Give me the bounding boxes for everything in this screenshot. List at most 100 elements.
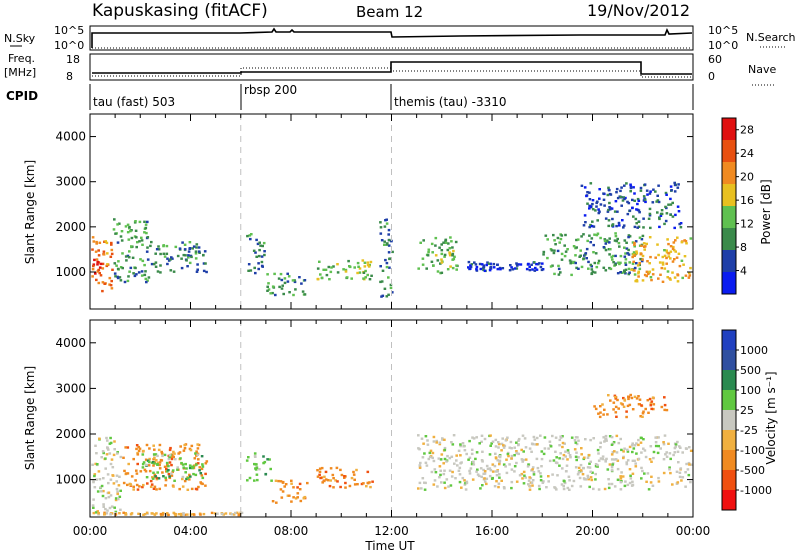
heatmap-cell bbox=[195, 243, 199, 246]
heatmap-cell bbox=[141, 259, 145, 263]
heatmap-cell bbox=[621, 219, 624, 222]
heatmap-cell bbox=[194, 487, 198, 491]
heatmap-cell bbox=[522, 470, 526, 474]
heatmap-cell bbox=[557, 267, 561, 271]
heatmap-cell bbox=[152, 464, 155, 467]
heatmap-cell bbox=[318, 467, 322, 470]
heatmap-cell bbox=[646, 260, 649, 263]
heatmap-cell bbox=[126, 483, 129, 487]
heatmap-cell bbox=[134, 229, 138, 232]
heatmap-cell bbox=[471, 478, 475, 481]
heatmap-cell bbox=[459, 454, 462, 457]
heatmap-cell bbox=[679, 467, 683, 470]
heatmap-cell bbox=[96, 510, 99, 513]
heatmap-cell bbox=[577, 466, 581, 470]
heatmap-cell bbox=[584, 438, 587, 441]
heatmap-cell bbox=[266, 458, 269, 461]
heatmap-cell bbox=[586, 476, 590, 479]
heatmap-cell bbox=[555, 456, 558, 459]
heatmap-cell bbox=[451, 443, 455, 446]
y-tick-label: 3000 bbox=[55, 381, 86, 395]
heatmap-cell bbox=[253, 479, 256, 482]
heatmap-cell bbox=[143, 468, 147, 471]
heatmap-cell bbox=[583, 456, 586, 459]
heatmap-cell bbox=[164, 476, 167, 479]
heatmap-cell bbox=[434, 244, 437, 247]
station-title: Kapuskasing (fitACF) bbox=[92, 1, 268, 21]
heatmap-cell bbox=[616, 478, 620, 481]
heatmap-cell bbox=[439, 458, 443, 461]
heatmap-cell bbox=[222, 513, 225, 516]
heatmap-cell bbox=[623, 246, 626, 249]
heatmap-cell bbox=[486, 261, 489, 264]
heatmap-cell bbox=[118, 475, 121, 478]
heatmap-cell bbox=[420, 487, 423, 490]
heatmap-cell bbox=[460, 486, 463, 489]
heatmap-cell bbox=[144, 277, 148, 281]
heatmap-cell bbox=[385, 295, 389, 298]
heatmap-cell bbox=[510, 266, 513, 269]
heatmap-cell bbox=[380, 280, 384, 283]
heatmap-cell bbox=[652, 450, 656, 454]
heatmap-cell bbox=[487, 262, 491, 265]
heatmap-cell bbox=[443, 253, 447, 257]
heatmap-cell bbox=[623, 255, 627, 258]
heatmap-cell bbox=[594, 472, 597, 476]
heatmap-cell bbox=[631, 480, 634, 483]
heatmap-cell bbox=[182, 449, 186, 452]
heatmap-cell bbox=[566, 458, 569, 461]
heatmap-cell bbox=[558, 464, 561, 467]
heatmap-cell bbox=[631, 241, 635, 244]
heatmap-cell bbox=[158, 467, 162, 470]
heatmap-cell bbox=[183, 447, 187, 450]
x-tick-label: 00:00 bbox=[676, 524, 711, 538]
heatmap-cell bbox=[506, 436, 509, 439]
heatmap-cell bbox=[636, 226, 639, 229]
heatmap-cell bbox=[661, 280, 665, 283]
heatmap-cell bbox=[154, 453, 158, 456]
heatmap-cell bbox=[145, 476, 149, 479]
heatmap-cell bbox=[665, 251, 669, 254]
y-tick-label: 2000 bbox=[55, 220, 86, 234]
heatmap-cell bbox=[449, 236, 452, 239]
heatmap-cell bbox=[185, 467, 188, 470]
heatmap-cell bbox=[526, 465, 530, 468]
heatmap-cell bbox=[118, 276, 122, 279]
heatmap-cell bbox=[631, 483, 635, 487]
heatmap-cell bbox=[474, 263, 478, 266]
heatmap-cell bbox=[156, 471, 159, 474]
heatmap-cell bbox=[615, 224, 618, 228]
heatmap-cell bbox=[475, 269, 479, 272]
heatmap-cell bbox=[644, 455, 648, 459]
heatmap-cell bbox=[622, 405, 626, 408]
heatmap-cell bbox=[482, 266, 486, 269]
heatmap-cell bbox=[614, 200, 618, 203]
heatmap-cell bbox=[160, 459, 164, 462]
heatmap-cell bbox=[353, 478, 356, 481]
heatmap-cell bbox=[651, 484, 655, 487]
heatmap-cell bbox=[611, 223, 615, 226]
heatmap-cell bbox=[427, 248, 431, 251]
heatmap-cell bbox=[348, 484, 352, 488]
heatmap-cell bbox=[637, 275, 640, 278]
heatmap-cell bbox=[597, 412, 600, 415]
heatmap-cell bbox=[381, 269, 385, 272]
heatmap-cell bbox=[104, 457, 107, 460]
heatmap-cell bbox=[556, 236, 560, 240]
heatmap-cell bbox=[655, 200, 658, 203]
heatmap-cell bbox=[274, 293, 277, 297]
heatmap-cell bbox=[171, 470, 174, 474]
heatmap-cell bbox=[156, 270, 160, 273]
heatmap-cell bbox=[548, 440, 552, 443]
heatmap-cell bbox=[151, 512, 154, 515]
heatmap-cell bbox=[604, 217, 608, 220]
heatmap-cell bbox=[447, 242, 450, 245]
heatmap-cell bbox=[153, 456, 156, 460]
heatmap-cell bbox=[108, 506, 112, 510]
heatmap-cell bbox=[197, 458, 200, 461]
heatmap-cell bbox=[451, 254, 454, 257]
heatmap-cell bbox=[102, 451, 105, 455]
heatmap-cell bbox=[430, 470, 434, 474]
heatmap-cell bbox=[288, 291, 291, 294]
heatmap-cell bbox=[153, 448, 156, 451]
